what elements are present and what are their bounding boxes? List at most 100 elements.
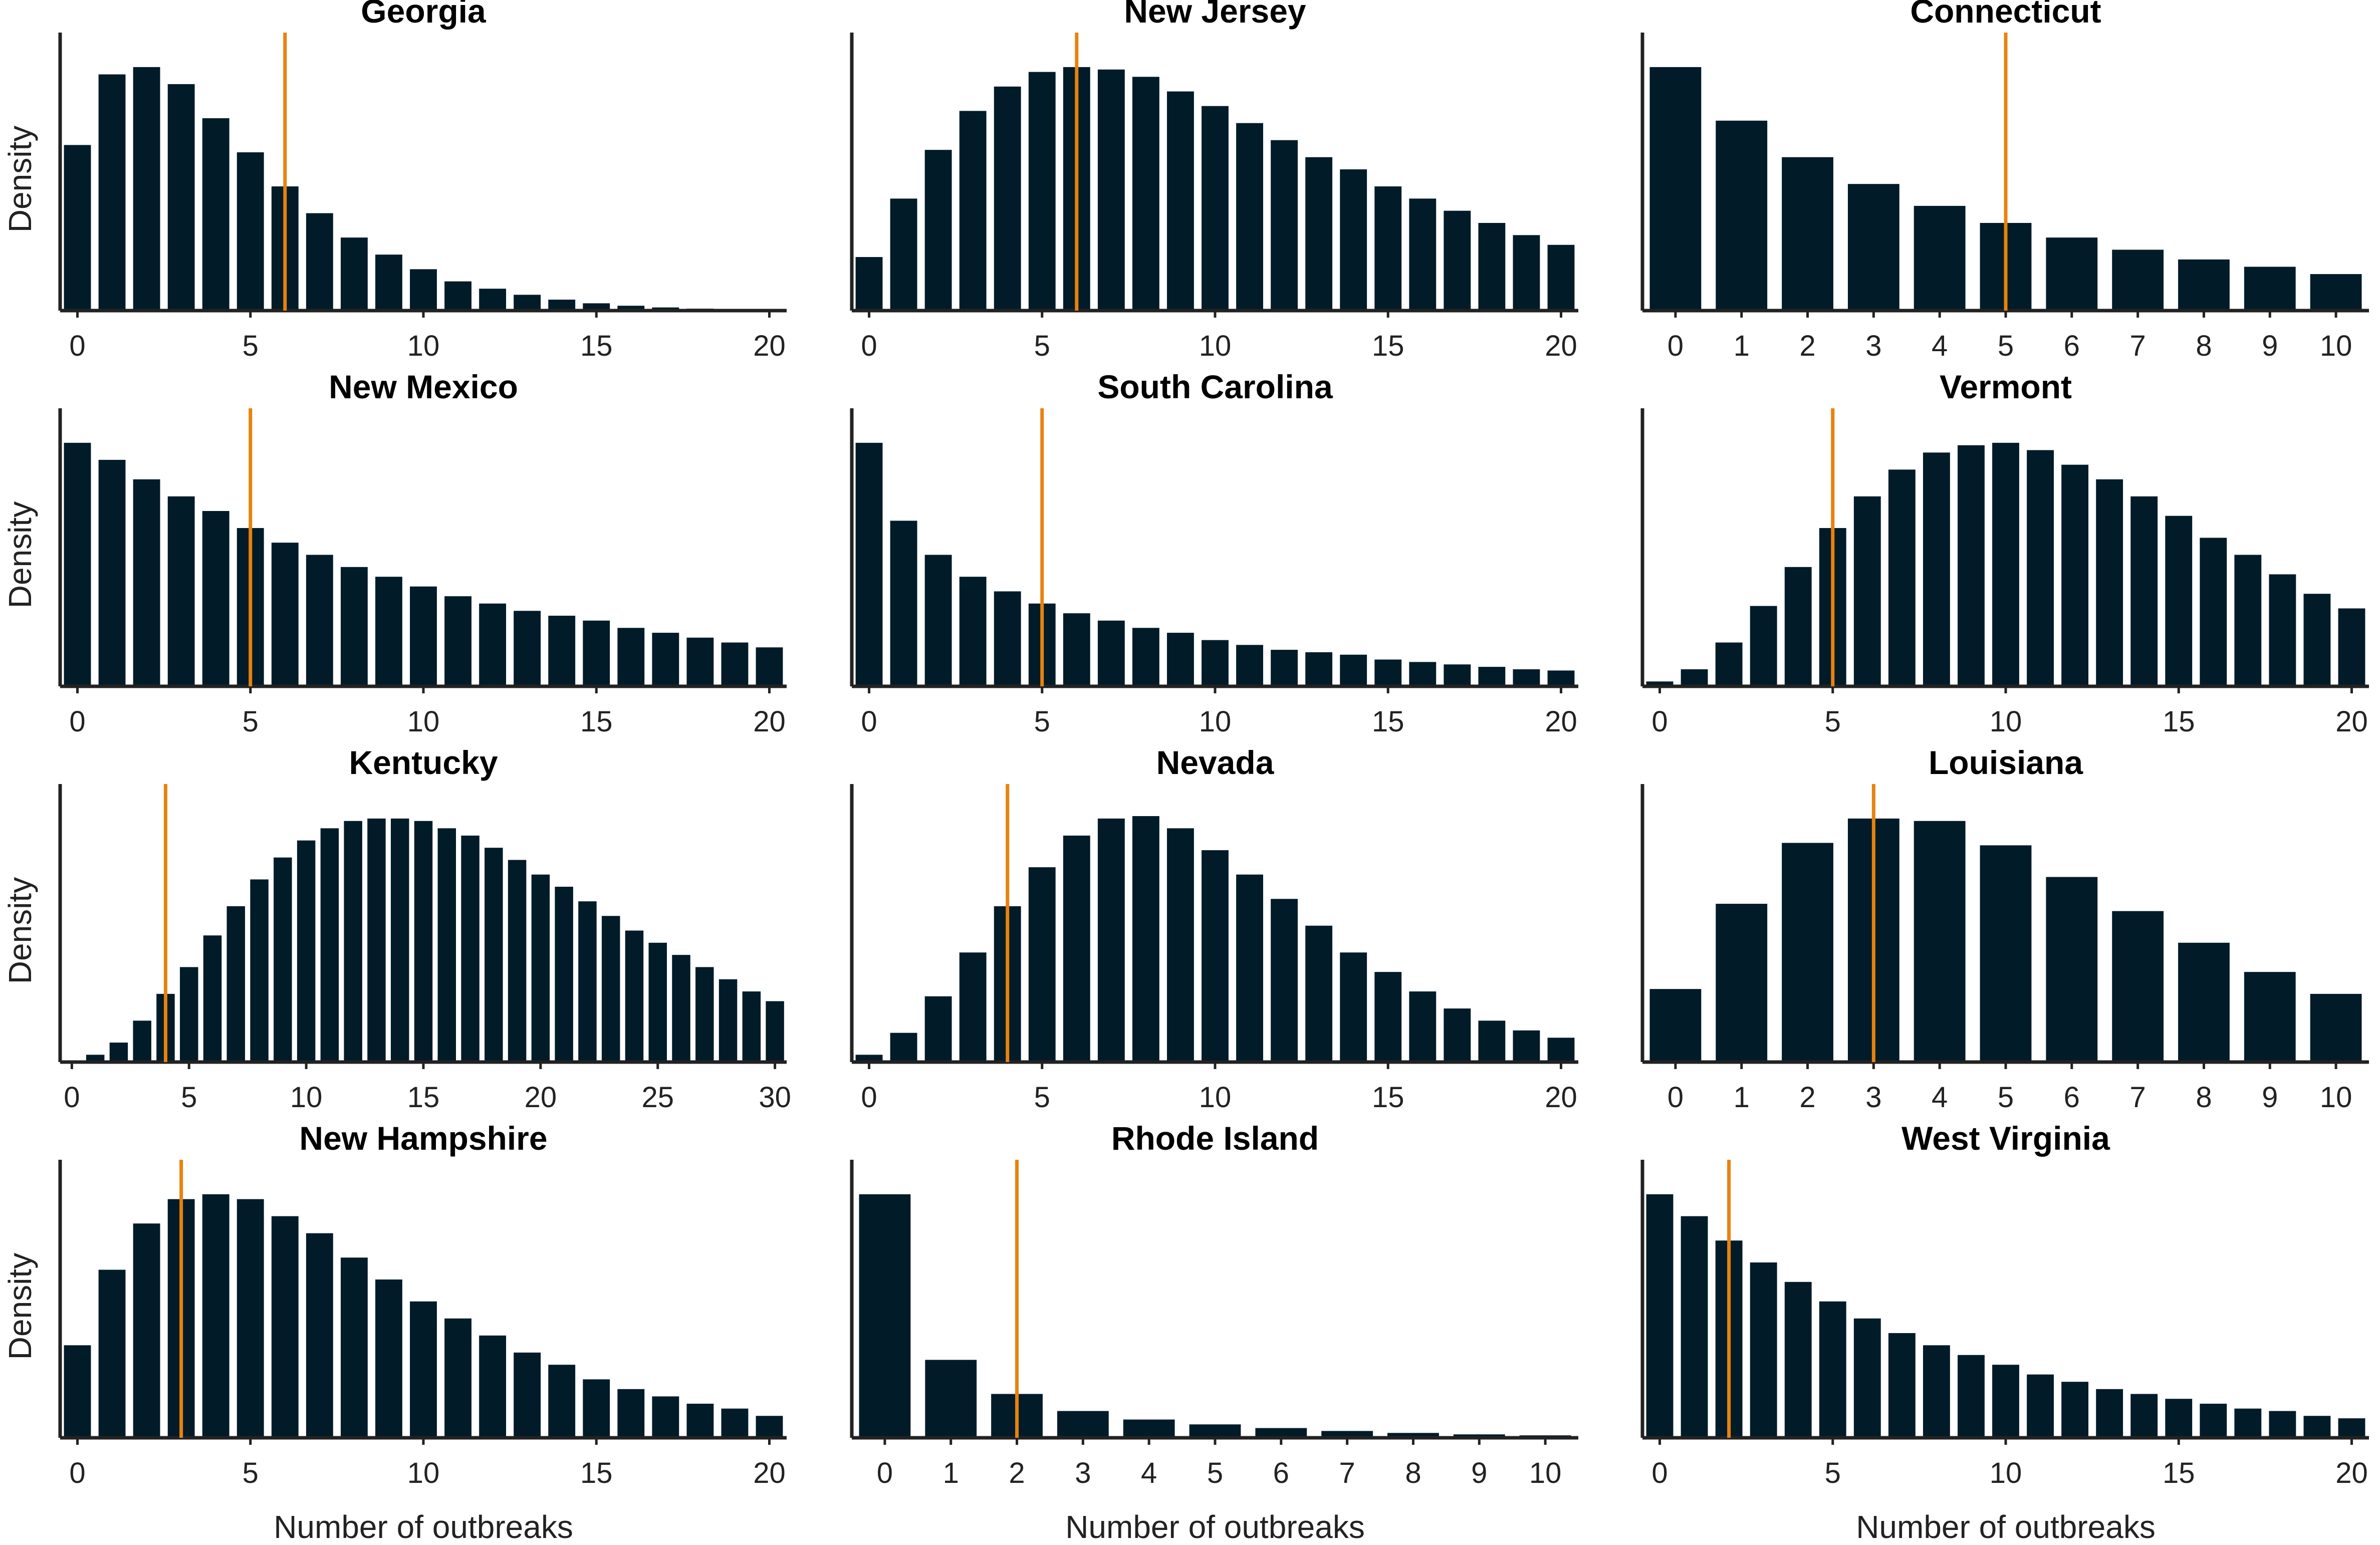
- histogram-bar: [340, 1257, 368, 1438]
- histogram-bar: [2165, 1399, 2193, 1438]
- histogram-bar: [1374, 659, 1402, 686]
- histogram-bar: [2046, 237, 2098, 311]
- panel-title: Connecticut: [1910, 0, 2101, 30]
- histogram-bar: [1923, 1345, 1950, 1438]
- histogram-bar: [994, 591, 1021, 686]
- x-tick-label: 6: [1273, 1457, 1289, 1489]
- histogram-bar: [890, 521, 917, 686]
- x-tick-label: 9: [2262, 330, 2278, 362]
- x-tick-label: 0: [69, 1457, 85, 1489]
- histogram-bar: [1097, 620, 1125, 686]
- x-tick-label: 25: [641, 1081, 674, 1114]
- x-tick-label: 5: [1207, 1457, 1223, 1489]
- histogram-bar: [367, 818, 386, 1062]
- x-tick-label: 10: [1199, 330, 1232, 362]
- histogram-bar: [1340, 952, 1367, 1062]
- histogram-bar: [2244, 972, 2296, 1062]
- histogram-bar: [1958, 445, 1985, 686]
- histogram-bar: [959, 577, 987, 686]
- histogram-bar: [1819, 1301, 1846, 1438]
- histogram-bar: [1784, 1281, 1812, 1438]
- histogram-bar: [1923, 452, 1950, 686]
- histogram-bar: [548, 300, 576, 311]
- x-tick-label: 15: [2163, 1457, 2195, 1489]
- histogram-bar: [1992, 442, 2019, 686]
- histogram-bar: [133, 67, 160, 311]
- histogram-bar: [461, 835, 480, 1062]
- histogram-bar: [202, 118, 229, 311]
- x-tick-label: 7: [1339, 1457, 1355, 1489]
- histogram-bar: [1063, 613, 1090, 686]
- x-tick-label: 2: [1799, 1081, 1815, 1114]
- histogram-bar: [1409, 198, 1437, 311]
- x-tick-label: 5: [243, 1457, 259, 1489]
- x-tick-label: 10: [407, 705, 440, 738]
- histogram-bar: [1782, 157, 1833, 311]
- x-tick-label: 0: [861, 1081, 877, 1114]
- x-tick-label: 5: [1034, 1081, 1050, 1114]
- panel-title: South Carolina: [1097, 368, 1333, 405]
- histogram-bar: [236, 152, 264, 311]
- histogram-bar: [1374, 186, 1402, 311]
- histogram-bar: [514, 611, 541, 686]
- histogram-bar: [2269, 1411, 2296, 1438]
- histogram-bar: [167, 84, 195, 311]
- x-tick-label: 1: [1734, 330, 1750, 362]
- histogram-bar: [601, 916, 620, 1062]
- x-tick-label: 10: [290, 1081, 323, 1114]
- x-tick-label: 20: [753, 330, 786, 362]
- histogram-bar: [202, 1194, 229, 1438]
- x-tick-label: 8: [2196, 1081, 2212, 1114]
- x-tick-label: 7: [2130, 1081, 2146, 1114]
- histogram-bar: [2200, 1403, 2227, 1438]
- x-tick-label: 0: [69, 705, 85, 738]
- x-tick-label: 15: [2163, 705, 2195, 738]
- histogram-bar: [1646, 681, 1674, 686]
- x-tick-label: 10: [407, 330, 440, 362]
- histogram-bar: [1028, 72, 1056, 311]
- x-tick-label: 15: [580, 330, 613, 362]
- histogram-bar: [2130, 1394, 2158, 1438]
- histogram-bar: [1271, 899, 1298, 1062]
- histogram-bar: [375, 577, 402, 686]
- x-tick-label: 5: [1034, 330, 1050, 362]
- x-tick-label: 20: [753, 1457, 786, 1489]
- histogram-bar: [514, 1352, 541, 1438]
- panel-title: New Hampshire: [299, 1120, 547, 1157]
- histogram-bar: [203, 935, 222, 1062]
- histogram-bar: [271, 1216, 299, 1438]
- histogram-bar: [508, 860, 527, 1062]
- x-tick-label: 0: [64, 1081, 80, 1114]
- histogram-bar: [1681, 1216, 1708, 1438]
- histogram-bar: [766, 1001, 784, 1062]
- histogram-bar: [410, 269, 437, 311]
- histogram-bar: [2200, 538, 2227, 686]
- histogram-bar: [2234, 1408, 2262, 1438]
- histogram-bar: [410, 586, 437, 686]
- histogram-bar: [1202, 640, 1229, 686]
- histogram-bar: [479, 289, 507, 311]
- histogram-bar: [924, 555, 952, 686]
- histogram-bar: [1057, 1411, 1109, 1438]
- panel-title: Rhode Island: [1111, 1120, 1319, 1157]
- x-tick-label: 20: [1545, 705, 1577, 738]
- histogram-bar: [2178, 942, 2230, 1062]
- histogram-bar: [2061, 1382, 2089, 1438]
- histogram-bar: [555, 887, 573, 1062]
- histogram-bar: [1409, 662, 1437, 686]
- histogram-bar: [2338, 1418, 2365, 1438]
- histogram-bar: [2096, 1389, 2123, 1438]
- histogram-bar: [548, 616, 576, 686]
- y-axis-title: Density: [2, 126, 38, 232]
- histogram-bar: [236, 1199, 264, 1438]
- histogram-bar: [924, 150, 952, 311]
- x-axis-title: Number of outbreaks: [1065, 1509, 1365, 1545]
- histogram-bar: [1513, 1030, 1540, 1062]
- x-tick-label: 6: [2064, 330, 2080, 362]
- histogram-bar: [1914, 821, 1966, 1062]
- histogram-bar: [1649, 989, 1702, 1062]
- histogram-bar: [1958, 1355, 1985, 1438]
- histogram-bar: [548, 1365, 576, 1438]
- x-tick-label: 4: [1932, 1081, 1948, 1114]
- histogram-bar: [1374, 972, 1402, 1062]
